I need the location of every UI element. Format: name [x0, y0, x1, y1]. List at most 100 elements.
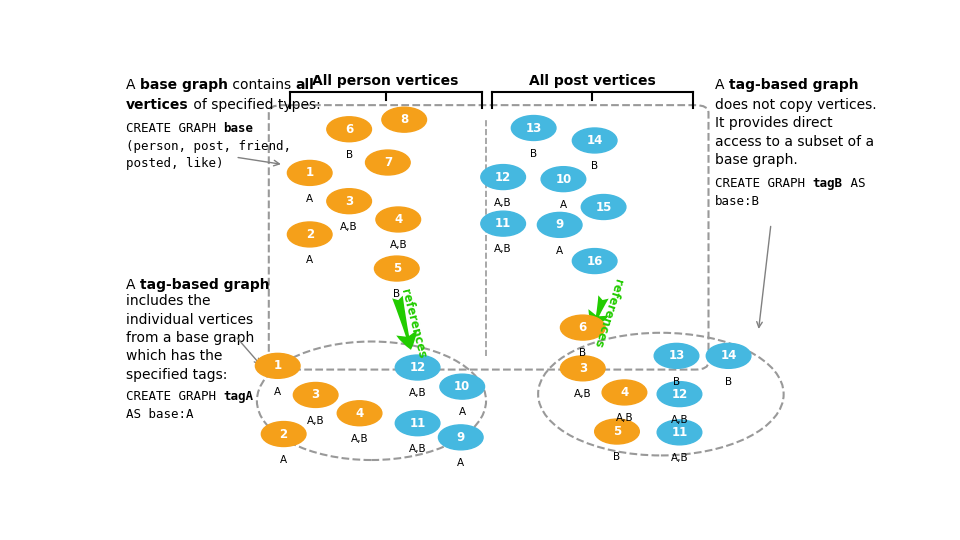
Text: 1: 1	[305, 166, 314, 179]
Text: tag-based graph: tag-based graph	[140, 278, 270, 292]
Circle shape	[481, 211, 525, 236]
Text: A: A	[126, 78, 140, 92]
Text: B: B	[613, 453, 620, 462]
Text: CREATE GRAPH: CREATE GRAPH	[126, 122, 224, 135]
Text: 10: 10	[555, 173, 571, 186]
Text: includes the: includes the	[126, 294, 210, 308]
Circle shape	[376, 207, 420, 232]
Circle shape	[658, 382, 702, 407]
Text: individual vertices: individual vertices	[126, 313, 253, 327]
Text: 12: 12	[495, 171, 512, 184]
Text: of specified types:: of specified types:	[188, 98, 321, 112]
Text: A: A	[306, 194, 313, 204]
Circle shape	[366, 150, 410, 175]
Text: All post vertices: All post vertices	[529, 73, 656, 87]
Text: 3: 3	[345, 195, 353, 208]
Text: which has the: which has the	[126, 349, 223, 363]
Text: 5: 5	[612, 425, 621, 438]
Circle shape	[594, 419, 639, 444]
Text: 11: 11	[671, 426, 687, 439]
Text: 14: 14	[587, 134, 603, 147]
Circle shape	[396, 355, 440, 380]
Circle shape	[602, 380, 647, 405]
Text: A,B: A,B	[494, 198, 512, 208]
Text: 14: 14	[720, 349, 736, 362]
Circle shape	[287, 160, 332, 185]
Text: B: B	[346, 150, 352, 160]
Circle shape	[654, 343, 699, 368]
Text: 1: 1	[274, 359, 282, 373]
Circle shape	[581, 194, 626, 219]
Text: A,B: A,B	[615, 413, 634, 423]
Circle shape	[538, 212, 582, 238]
Text: CREATE GRAPH: CREATE GRAPH	[715, 177, 813, 190]
Text: B: B	[591, 161, 598, 171]
Circle shape	[512, 116, 556, 140]
Text: 11: 11	[495, 217, 512, 230]
Text: (person, post, friend,: (person, post, friend,	[126, 140, 291, 153]
Circle shape	[326, 117, 372, 141]
Text: A,B: A,B	[494, 245, 512, 254]
Text: A,B: A,B	[307, 416, 324, 426]
Text: 4: 4	[620, 386, 629, 399]
Circle shape	[382, 107, 426, 132]
Text: A,B: A,B	[350, 434, 369, 444]
Text: 2: 2	[279, 428, 288, 441]
Circle shape	[255, 353, 300, 379]
Text: A: A	[280, 455, 287, 465]
Text: tagB: tagB	[813, 177, 843, 190]
Text: B: B	[530, 149, 538, 159]
Text: 4: 4	[355, 407, 364, 420]
Text: 5: 5	[393, 262, 401, 275]
Text: 12: 12	[410, 361, 425, 374]
Text: 10: 10	[454, 380, 470, 393]
Text: A: A	[457, 458, 465, 468]
Text: A,B: A,B	[671, 415, 688, 425]
Text: all: all	[296, 78, 314, 92]
Text: 12: 12	[671, 388, 687, 401]
Text: 2: 2	[305, 228, 314, 241]
Circle shape	[658, 420, 702, 445]
Text: specified tags:: specified tags:	[126, 368, 228, 381]
Circle shape	[561, 356, 605, 381]
Circle shape	[572, 128, 617, 153]
Text: does not copy vertices.: does not copy vertices.	[715, 98, 876, 112]
Text: A: A	[560, 200, 567, 210]
Circle shape	[261, 422, 306, 447]
Text: base graph: base graph	[140, 78, 228, 92]
Circle shape	[541, 167, 586, 192]
Circle shape	[572, 248, 617, 274]
Circle shape	[481, 165, 525, 190]
Circle shape	[374, 256, 420, 281]
Text: A,B: A,B	[671, 453, 688, 463]
Circle shape	[707, 343, 751, 368]
Text: AS: AS	[843, 177, 865, 190]
Text: A,B: A,B	[390, 240, 407, 250]
Text: A: A	[126, 278, 140, 292]
Circle shape	[561, 315, 605, 340]
Circle shape	[287, 222, 332, 247]
Circle shape	[294, 382, 338, 407]
Text: A: A	[306, 255, 313, 265]
Text: 7: 7	[384, 156, 392, 169]
Text: references: references	[590, 277, 624, 349]
Text: B: B	[394, 289, 400, 299]
Text: A: A	[556, 246, 564, 255]
Text: A: A	[275, 387, 281, 396]
Circle shape	[396, 411, 440, 436]
Text: 3: 3	[312, 388, 320, 401]
Circle shape	[337, 401, 382, 426]
Text: A: A	[459, 407, 466, 417]
Text: A,B: A,B	[341, 222, 358, 232]
Text: posted, like): posted, like)	[126, 157, 224, 170]
Text: A,B: A,B	[574, 389, 591, 399]
Text: 13: 13	[668, 349, 684, 362]
Text: A,B: A,B	[409, 388, 426, 399]
Text: vertices: vertices	[126, 98, 188, 112]
Text: contains: contains	[228, 78, 296, 92]
Text: 11: 11	[410, 417, 425, 430]
Text: base graph.: base graph.	[715, 153, 798, 167]
Text: access to a subset of a: access to a subset of a	[715, 134, 875, 149]
Text: 6: 6	[345, 123, 353, 136]
Text: A,B: A,B	[409, 444, 426, 454]
